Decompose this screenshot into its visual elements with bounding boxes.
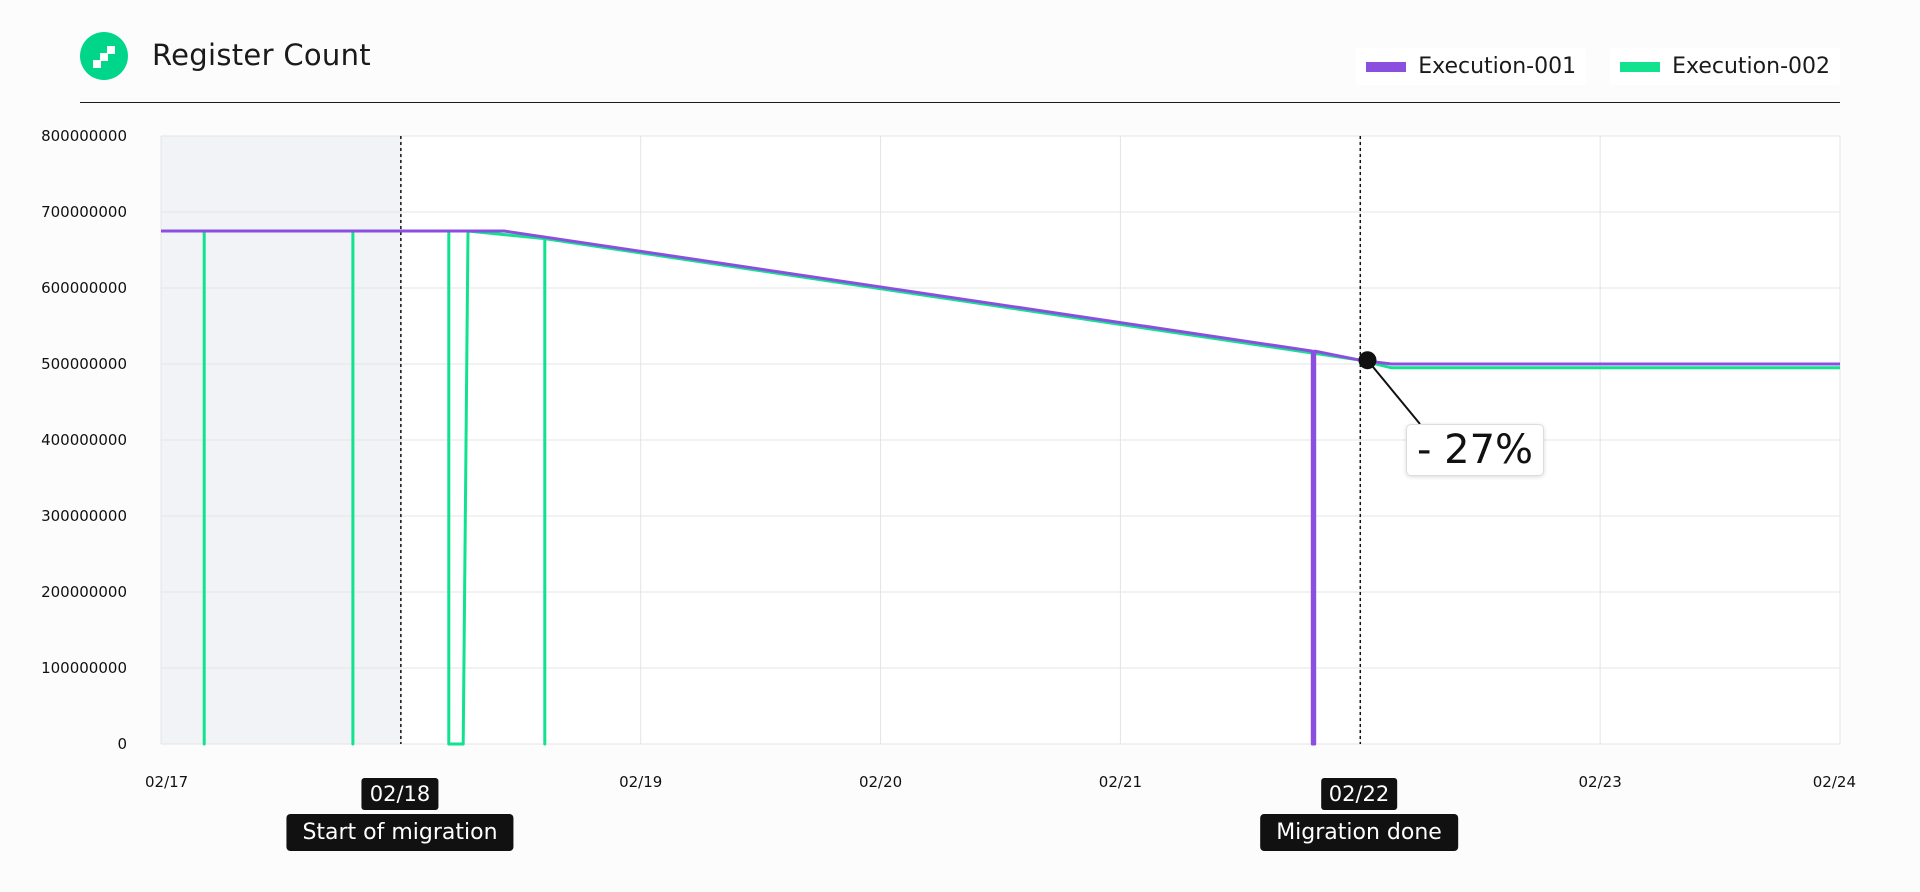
legend-item-execution-001[interactable]: Execution-001 [1356,48,1587,85]
flow-logo-icon [80,32,128,80]
marker-date: 02/18 [361,778,439,810]
y-tick-label: 600000000 [41,279,127,297]
x-tick-label: 02/23 [1579,773,1622,791]
x-tick-label: 02/19 [619,773,662,791]
chart-title: Register Count [152,38,371,72]
y-tick-label: 400000000 [41,431,127,449]
marker-start-of-migration: 02/18 Start of migration [286,778,514,851]
y-tick-label: 300000000 [41,507,127,525]
marker-date: 02/22 [1320,778,1398,810]
annotation-leader-line [1366,359,1421,425]
x-tick-label: 02/21 [1099,773,1142,791]
marker-label: Migration done [1260,814,1458,851]
legend-swatch [1620,61,1661,72]
percent-change-callout: - 27% [1406,424,1545,476]
legend-label: Execution-002 [1672,54,1830,79]
y-tick-label: 0 [117,735,127,753]
legend: Execution-001 Execution-002 [1356,48,1840,85]
legend-swatch [1366,61,1407,72]
x-tick-label: 02/24 [1813,773,1856,791]
y-tick-label: 200000000 [41,583,127,601]
y-tick-label: 100000000 [41,659,127,677]
x-tick-label: 02/17 [145,773,188,791]
annotation-dot [1358,351,1377,370]
series-line-execution-002 [161,229,1840,746]
x-tick-label: 02/20 [859,773,902,791]
y-tick-label: 800000000 [41,127,127,145]
series-line-execution-001 [161,229,1840,746]
marker-migration-done: 02/22 Migration done [1260,778,1458,851]
y-tick-label: 500000000 [41,355,127,373]
legend-item-execution-002[interactable]: Execution-002 [1610,48,1840,85]
y-tick-label: 700000000 [41,203,127,221]
marker-label: Start of migration [286,814,514,851]
chart-header: Register Count Execution-001 Execution-0… [80,32,1840,103]
legend-label: Execution-001 [1418,54,1577,79]
